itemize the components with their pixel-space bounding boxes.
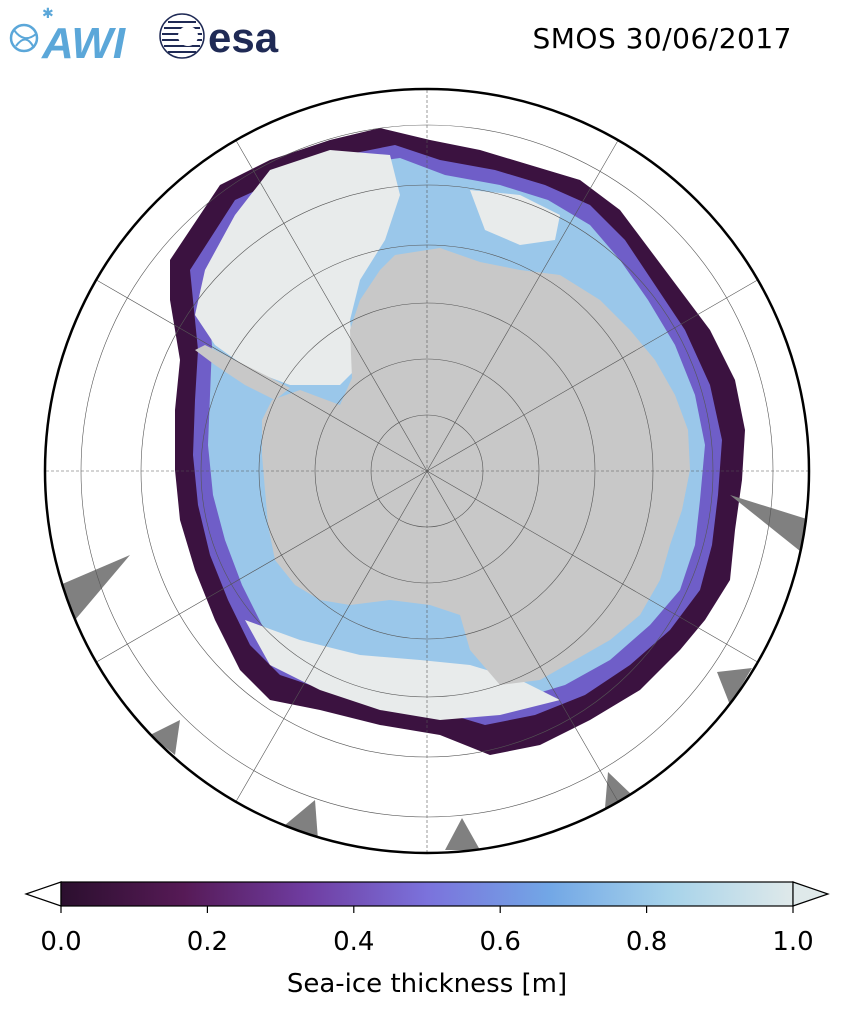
awi-logo: ✱ AWI <box>9 6 126 62</box>
colorbar-ticks: 0.0 0.2 0.4 0.6 0.8 1.0 <box>40 906 814 957</box>
sea-ice-thick-weddell <box>195 150 400 385</box>
sea-ice-thick-ross <box>245 620 560 720</box>
colorbar-tick-label: 1.0 <box>772 927 813 957</box>
sea-ice-thick-east <box>470 190 560 245</box>
antarctica-land <box>262 248 690 685</box>
colorbar: 0.0 0.2 0.4 0.6 0.8 1.0 Sea-ice thickness [m] <box>24 881 830 999</box>
svg-text:✱: ✱ <box>42 6 54 22</box>
colorbar-extend-max <box>792 881 830 907</box>
map-boundary <box>43 87 811 855</box>
header: ✱ AWI esa SMOS 30/06/2017 <box>0 0 854 80</box>
colorbar-extend-min <box>24 881 62 907</box>
colorbar-tick-label: 0.8 <box>626 927 667 957</box>
colorbar-label: Sea-ice thickness [m] <box>287 969 567 999</box>
colorbar-tick-label: 0.6 <box>480 927 521 957</box>
polar-map <box>43 87 811 855</box>
map-title: SMOS 30/06/2017 <box>532 22 792 55</box>
esa-logo-text: esa <box>208 14 279 61</box>
graticule <box>45 89 809 853</box>
colorbar-tick-label: 0.2 <box>187 927 228 957</box>
colorbar-tick-label: 0.4 <box>333 927 374 957</box>
colorbar-tick-label: 0.0 <box>40 927 81 957</box>
esa-logo: esa <box>159 13 279 61</box>
awi-logo-text: AWI <box>41 19 126 62</box>
colorbar-gradient <box>60 881 794 907</box>
masked-regions <box>60 495 809 850</box>
antarctic-peninsula <box>195 345 290 400</box>
